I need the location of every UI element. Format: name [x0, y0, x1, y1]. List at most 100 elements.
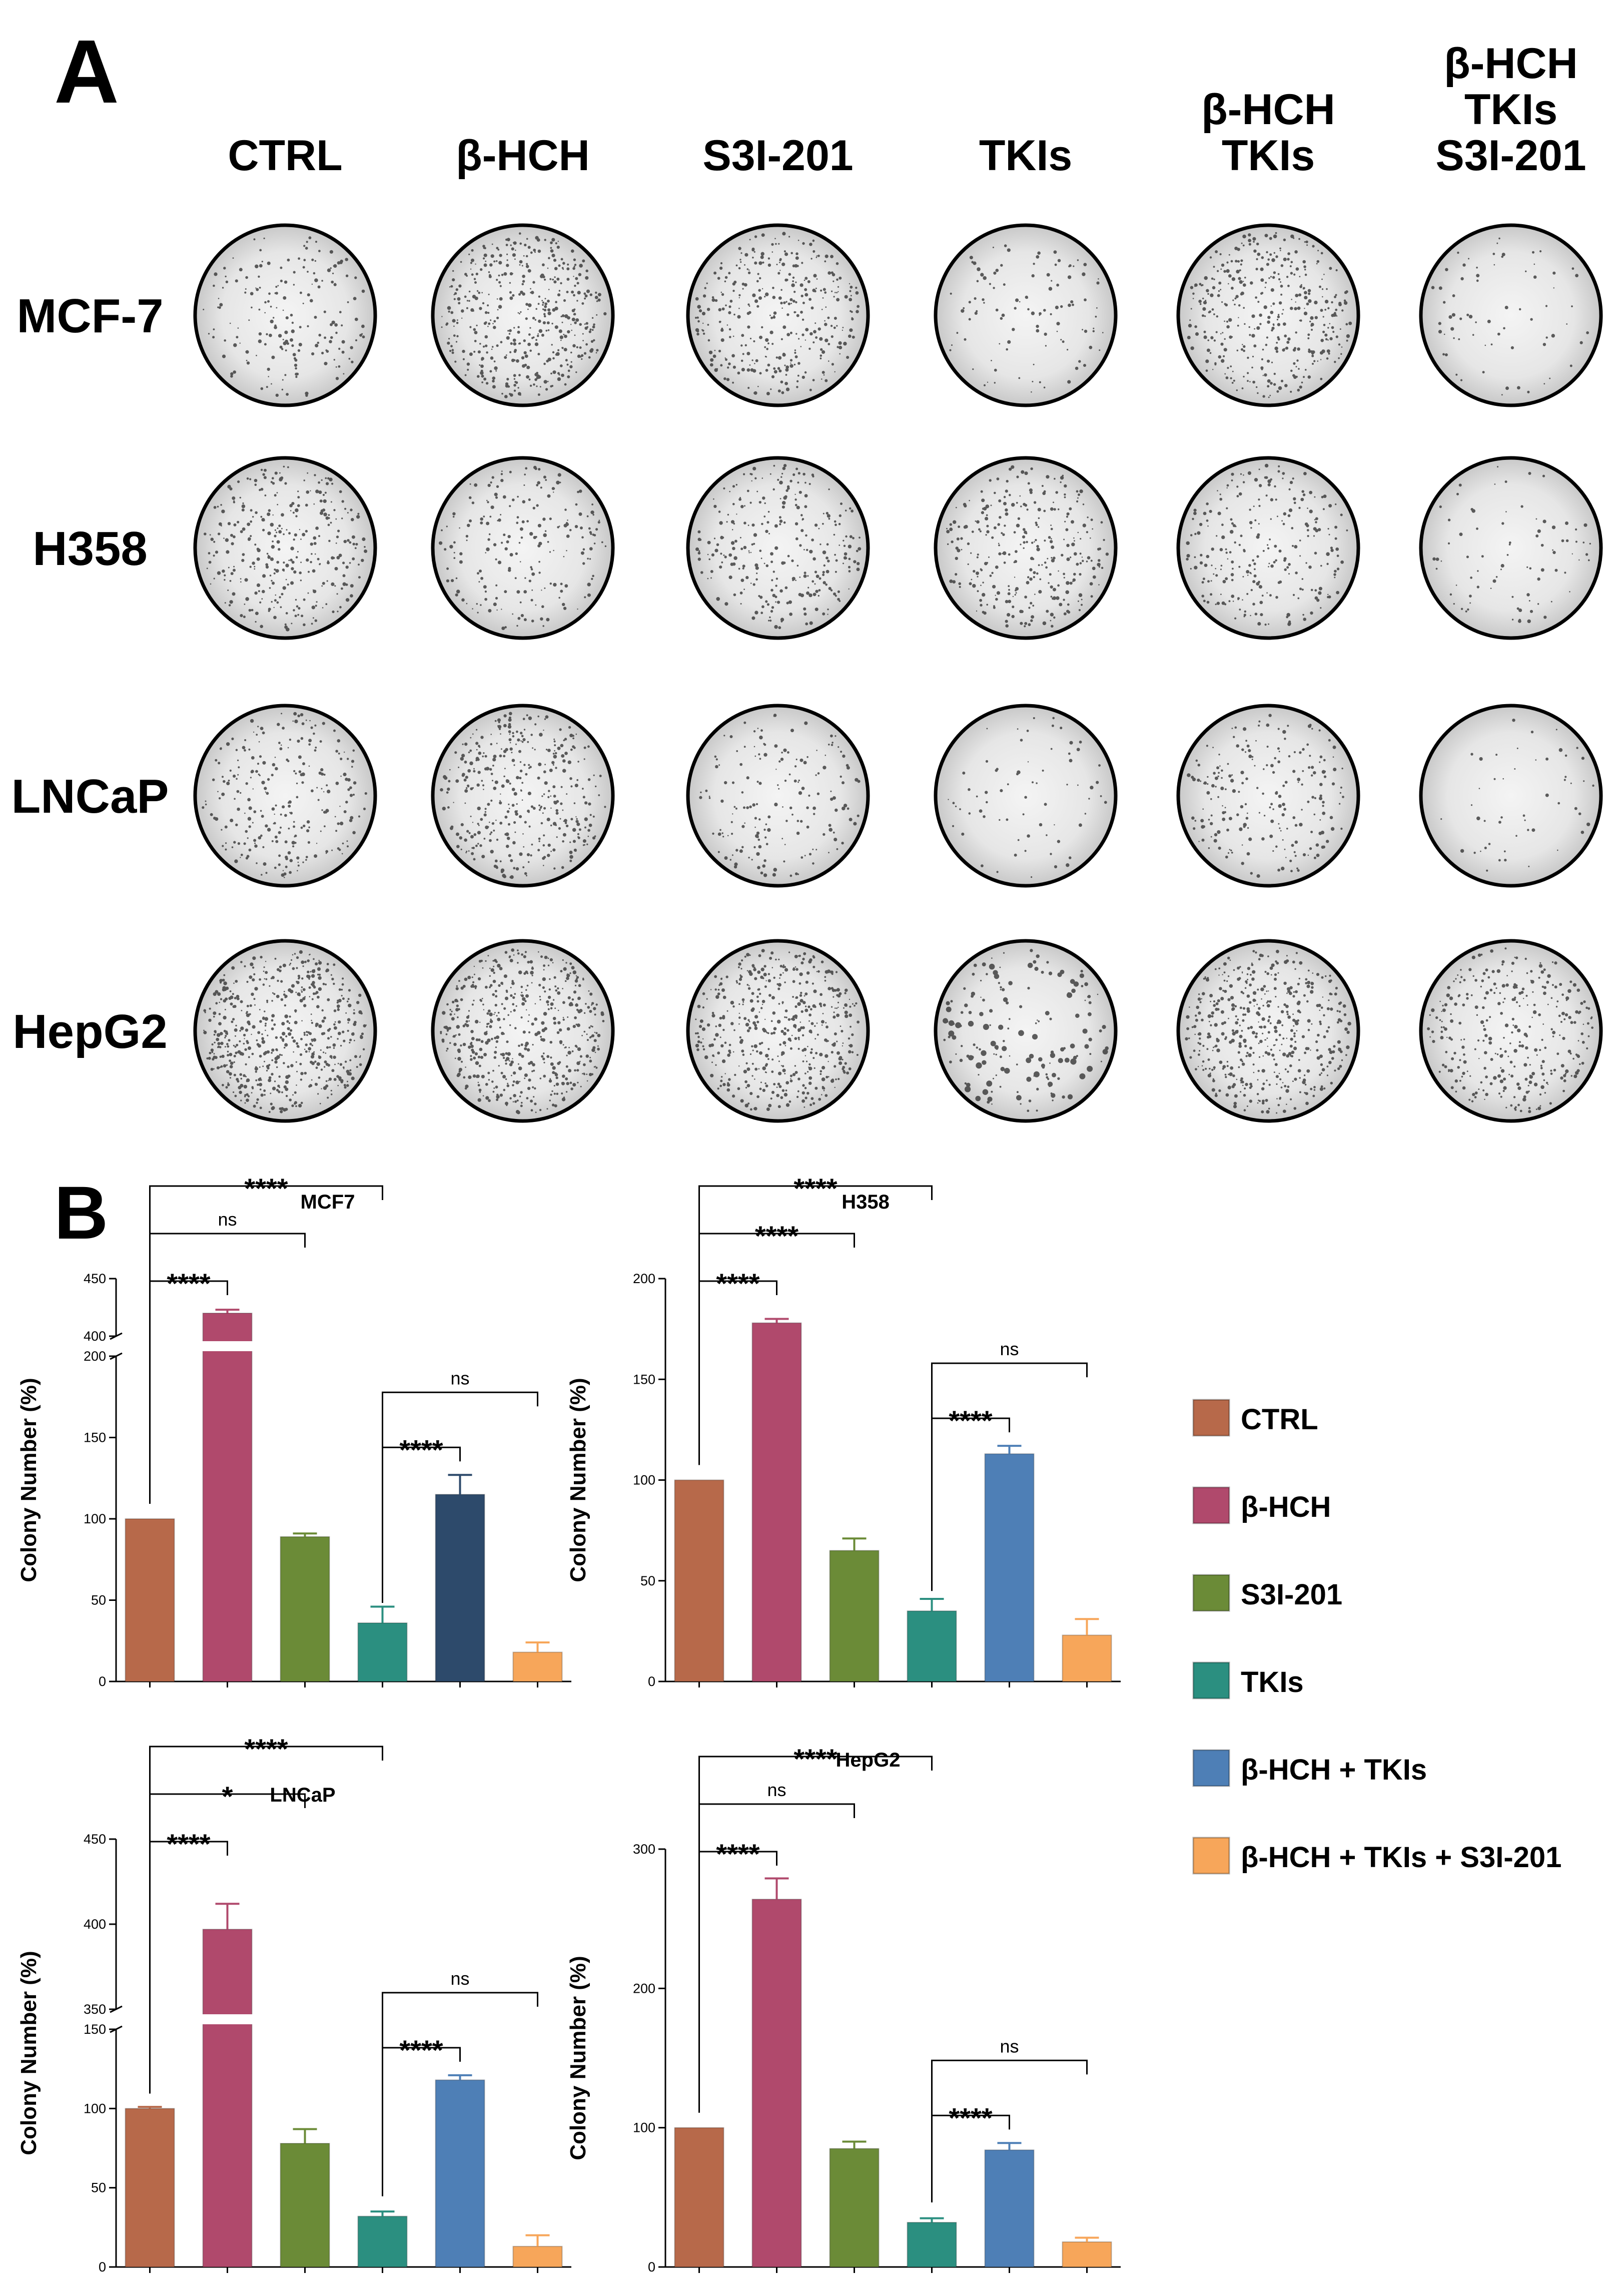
- well-image: [686, 704, 870, 888]
- legend: CTRL β-HCH S3I-201 TKIs β-HCH + TKIs β-HCH + …: [1192, 1399, 1561, 1875]
- cell-line-label: HepG2: [13, 1005, 167, 1058]
- y-tick-label: 450: [84, 1271, 106, 1286]
- bar-charts: MCF7 Colony Number (%) 0 50 100 150 200 400 450 *…: [17, 1173, 1121, 2274]
- panel-b-letter: B: [54, 1171, 108, 1255]
- bar-chart-hepg2: HepG2 Colony Number (%) 0 100 200 300 **** ns **…: [566, 1743, 1121, 2274]
- y-tick-label: 0: [99, 2259, 106, 2274]
- y-tick-label: 150: [84, 1430, 106, 1445]
- bar: [907, 2221, 957, 2267]
- legend-swatch: [1192, 1399, 1230, 1437]
- cell-line-label: H358: [33, 522, 148, 576]
- treatment-header: β-HCH TKIs S3I-201: [1435, 40, 1586, 180]
- well-grid: [193, 223, 1603, 1123]
- significance-label: ****: [949, 1405, 992, 1436]
- significance-label: ns: [1000, 2036, 1019, 2056]
- significance-label: ****: [244, 1733, 288, 1765]
- y-tick-label: 50: [640, 1573, 655, 1588]
- significance-bracket: ****: [149, 1173, 383, 1504]
- bar: [512, 2245, 563, 2268]
- significance-bracket: ****: [382, 2034, 461, 2196]
- significance-bracket: ****: [698, 1743, 933, 2113]
- well-image: [1176, 704, 1360, 888]
- y-tick-label: 350: [84, 2002, 106, 2017]
- legend-item: β-HCH + TKIs: [1192, 1749, 1427, 1787]
- significance-bracket: ns: [931, 2036, 1088, 2202]
- legend-swatch: [1192, 1837, 1230, 1875]
- bar: [1062, 1634, 1112, 1682]
- significance-bracket: ****: [698, 1173, 933, 1465]
- significance-label: ****: [793, 1743, 837, 1775]
- well-image: [193, 456, 377, 640]
- bar: [512, 1651, 563, 1682]
- significance-label: ns: [218, 1209, 237, 1230]
- significance-bracket: ns: [931, 1339, 1088, 1591]
- bar: [125, 1518, 175, 1682]
- well-image: [686, 223, 870, 407]
- legend-item: β-HCH + TKIs + S3I-201: [1192, 1837, 1561, 1875]
- significance-label: ns: [1000, 1339, 1019, 1359]
- legend-item: S3I-201: [1192, 1574, 1342, 1612]
- significance-label: *: [222, 1781, 233, 1812]
- y-axis-label: Colony Number (%): [566, 1956, 590, 2160]
- cell-line-label: MCF-7: [17, 289, 163, 343]
- significance-label: ns: [767, 1780, 786, 1800]
- well-image: [193, 223, 377, 407]
- legend-swatch: [1192, 1749, 1230, 1787]
- bar: [435, 2079, 485, 2268]
- treatment-headers: CTRL β-HCH S3I-201 TKIs β-HCH TKIs β-HCH TKIs S3…: [228, 40, 1586, 180]
- bar: [829, 1550, 880, 1682]
- y-tick-label: 100: [633, 1473, 655, 1488]
- bar: [280, 2143, 330, 2267]
- y-axis-label: Colony Number (%): [17, 1378, 41, 1582]
- well-image: [1176, 456, 1360, 640]
- panel-a: A CTRL β-HCH S3I-201 TKIs β-HCH TKIs β-HCH TKIs…: [12, 22, 1603, 1123]
- bar: [751, 1322, 802, 1682]
- well-image: [431, 704, 615, 888]
- y-tick-label: 100: [84, 2101, 106, 2116]
- bar: [674, 1479, 724, 1682]
- y-axis-label: Colony Number (%): [17, 1951, 41, 2155]
- bar: [202, 1929, 253, 2267]
- significance-label: ****: [716, 1838, 759, 1870]
- y-tick-label: 0: [648, 1674, 655, 1689]
- bar-chart-h358: H358 Colony Number (%) 0 50 100 150 200 **** ***…: [566, 1173, 1121, 1689]
- panel-b: B MCF7 Colony Number (%) 0 50 100 150 200 400 45…: [17, 1171, 1561, 2274]
- significance-label: ****: [167, 1268, 210, 1299]
- bar-break-band: [118, 1341, 573, 1351]
- well-image: [431, 223, 615, 407]
- legend-label: β-HCH: [1241, 1491, 1331, 1523]
- treatment-header: β-HCH: [456, 132, 589, 180]
- legend-label: CTRL: [1241, 1403, 1318, 1436]
- treatment-header: β-HCH TKIs: [1201, 86, 1335, 180]
- treatment-header: TKIs: [979, 132, 1072, 180]
- significance-label: ****: [949, 2102, 992, 2133]
- bar: [751, 1899, 802, 2267]
- y-tick-label: 100: [84, 1511, 106, 1526]
- significance-label: ****: [793, 1173, 837, 1204]
- bar: [357, 2215, 408, 2267]
- y-tick-label: 50: [91, 1593, 106, 1608]
- significance-label: ****: [755, 1220, 798, 1252]
- significance-label: ****: [399, 1434, 443, 1465]
- bar: [125, 2108, 175, 2268]
- significance-bracket: ns: [382, 1368, 538, 1603]
- significance-label: ****: [244, 1173, 288, 1204]
- significance-bracket: ****: [931, 2102, 1010, 2202]
- significance-bracket: ****: [149, 1828, 228, 2094]
- well-image: [1419, 939, 1603, 1123]
- significance-label: ****: [399, 2034, 443, 2066]
- cell-line-labels: MCF-7 H358 LNCaP HepG2: [12, 289, 169, 1058]
- y-tick-label: 200: [84, 1349, 106, 1364]
- well-image: [1176, 223, 1360, 407]
- chart-title: MCF7: [301, 1191, 355, 1213]
- legend-swatch: [1192, 1574, 1230, 1612]
- significance-label: ns: [450, 1968, 469, 1989]
- y-tick-label: 50: [91, 2180, 106, 2195]
- y-axis-label: Colony Number (%): [566, 1378, 590, 1582]
- y-tick-label: 200: [633, 1271, 655, 1286]
- bar: [435, 1494, 485, 1682]
- treatment-header: CTRL: [228, 132, 342, 180]
- well-image: [1419, 456, 1603, 640]
- well-image: [431, 456, 615, 640]
